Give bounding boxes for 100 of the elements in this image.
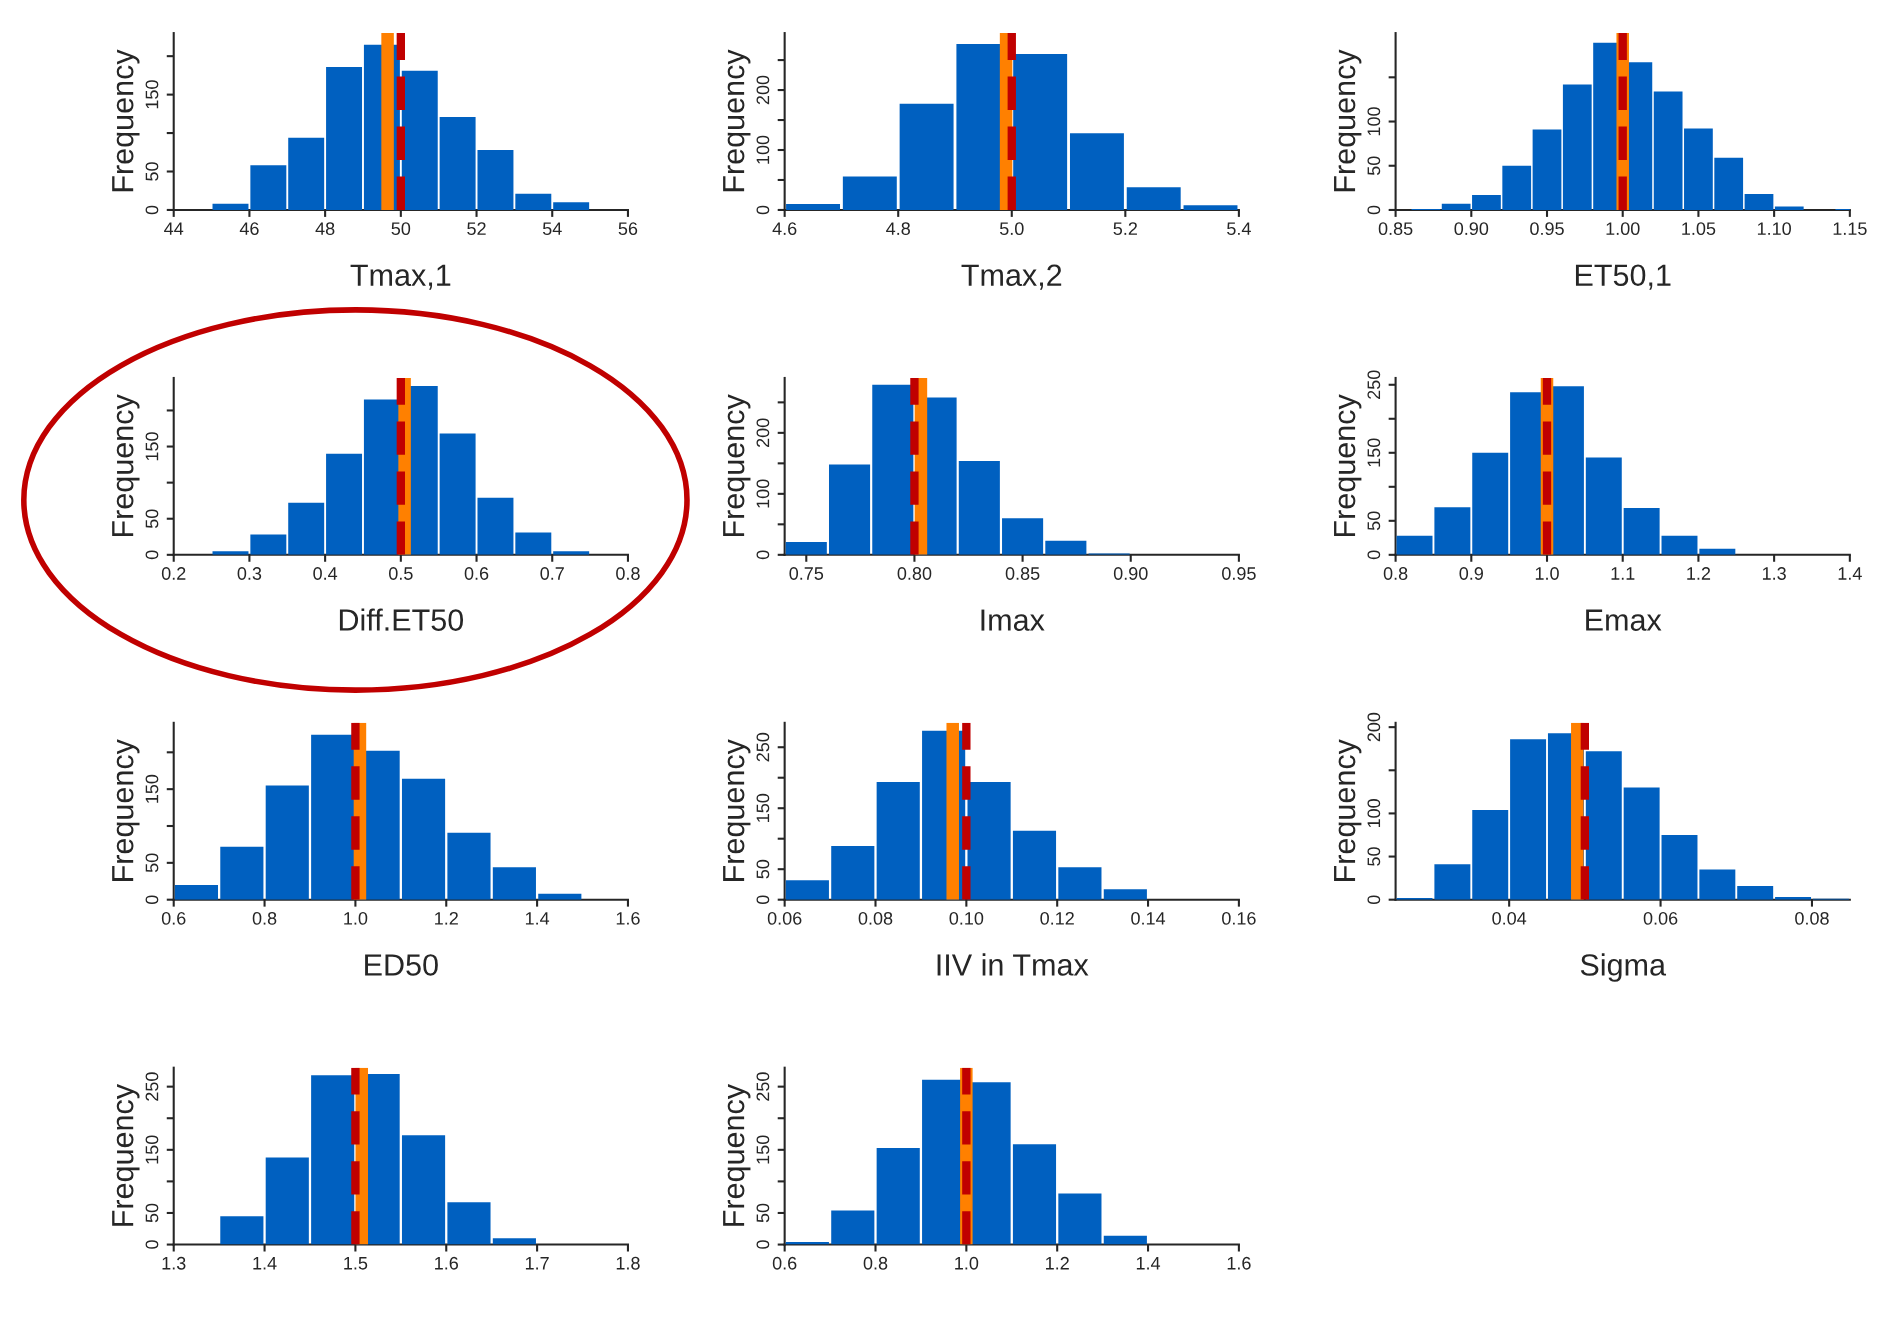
x-tick-label: 1.3 xyxy=(1762,567,1786,580)
x-tick-label: 1.6 xyxy=(1227,1256,1251,1270)
y-axis-title: Frequency xyxy=(112,394,140,537)
y-tick-label: 200 xyxy=(756,75,770,105)
x-tick-label: 0.06 xyxy=(767,911,802,925)
x-tick-label: 0.85 xyxy=(1005,567,1040,580)
x-tick-label: 0.5 xyxy=(388,567,413,580)
y-tick-label: 200 xyxy=(1367,712,1381,742)
x-tick-label: 0.85 xyxy=(1378,222,1413,236)
x-tick-label: 1.4 xyxy=(1838,567,1862,580)
y-tick-label: 50 xyxy=(756,1203,770,1223)
x-tick-label: 48 xyxy=(315,222,335,236)
y-axis-title: Frequency xyxy=(723,739,751,881)
y-tick-label: 100 xyxy=(1367,107,1381,136)
x-axis-title: IIV in Tmax xyxy=(937,953,1089,976)
x-tick-label: 0.6 xyxy=(161,911,186,925)
y-tick-label: 0 xyxy=(145,1240,159,1249)
x-tick-label: 0.75 xyxy=(789,567,824,580)
x-tick-label: 1.2 xyxy=(1687,567,1711,580)
x-tick-label: 0.16 xyxy=(1222,911,1256,925)
x-tick-label: 50 xyxy=(391,222,411,236)
x-tick-label: 1.6 xyxy=(616,911,640,925)
y-tick-label: 150 xyxy=(145,80,159,109)
y-tick-label: 100 xyxy=(1367,799,1381,828)
y-axis-title: Frequency xyxy=(112,1084,140,1226)
x-tick-label: 5.0 xyxy=(999,222,1024,236)
y-axis-title: Frequency xyxy=(1334,739,1362,881)
x-tick-label: 1.6 xyxy=(435,1256,459,1270)
y-tick-label: 250 xyxy=(756,732,770,762)
x-tick-label: 0.08 xyxy=(858,911,893,925)
y-tick-label: 150 xyxy=(756,1135,770,1164)
x-tick-label: 1.4 xyxy=(253,1257,277,1270)
y-tick-label: 50 xyxy=(1367,511,1381,531)
x-tick-label: 0.95 xyxy=(1530,222,1564,236)
x-tick-label: 1.05 xyxy=(1682,222,1716,236)
x-tick-label: 1.10 xyxy=(1757,222,1791,236)
x-tick-label: 0.8 xyxy=(252,911,277,925)
y-axis-title: Frequency xyxy=(723,49,751,192)
x-tick-label: 1.7 xyxy=(525,1257,549,1270)
x-axis-title: Sigma xyxy=(1580,953,1667,982)
x-tick-label: 4.8 xyxy=(886,222,910,236)
x-axis-title: ET50,1 xyxy=(1575,264,1671,290)
y-tick-label: 250 xyxy=(756,1072,770,1101)
x-tick-label: 0.80 xyxy=(897,567,932,580)
y-tick-label: 0 xyxy=(1367,205,1381,215)
y-tick-label: 0 xyxy=(756,895,770,905)
y-tick-label: 0 xyxy=(756,1240,770,1249)
x-tick-label: 1.2 xyxy=(435,911,458,925)
x-tick-label: 0.9 xyxy=(1459,567,1483,580)
x-tick-label: 0.3 xyxy=(237,567,262,580)
x-axis-title: Tmax,2 xyxy=(961,264,1062,290)
x-tick-label: 0.7 xyxy=(540,567,564,580)
y-axis-title: Frequency xyxy=(723,394,751,537)
x-tick-label: 0.90 xyxy=(1454,222,1489,236)
x-axis-title: Emax xyxy=(1586,609,1662,631)
x-tick-label: 0.14 xyxy=(1131,911,1166,925)
x-tick-label: 1.4 xyxy=(525,912,550,925)
x-tick-label: 1.4 xyxy=(1136,1257,1161,1270)
x-axis-title: Imax xyxy=(981,609,1045,631)
x-tick-label: 5.4 xyxy=(1227,222,1251,236)
x-tick-label: 1.2 xyxy=(1046,1256,1069,1270)
x-tick-label: 0.8 xyxy=(863,1256,888,1270)
y-tick-label: 0 xyxy=(1367,550,1381,560)
x-tick-label: 0.8 xyxy=(616,567,640,580)
y-tick-label: 250 xyxy=(145,1072,159,1101)
x-tick-label: 0.6 xyxy=(464,567,489,580)
y-tick-label: 150 xyxy=(145,1135,159,1164)
y-axis-title: Frequency xyxy=(112,49,140,192)
x-tick-label: 0.08 xyxy=(1795,911,1829,925)
x-tick-label: 0.12 xyxy=(1040,911,1074,925)
x-tick-label: 0.8 xyxy=(1383,567,1408,580)
y-axis-title: Frequency xyxy=(1334,394,1362,537)
x-tick-label: 46 xyxy=(239,222,259,236)
y-tick-label: 0 xyxy=(145,205,159,215)
x-axis-title: Diff.ET50 xyxy=(339,608,464,631)
x-tick-label: 0.95 xyxy=(1222,567,1256,580)
y-tick-label: 50 xyxy=(145,1203,159,1223)
y-tick-label: 50 xyxy=(756,859,770,879)
x-tick-label: 0.04 xyxy=(1492,911,1527,925)
y-tick-label: 0 xyxy=(1367,895,1381,905)
y-axis-title: Frequency xyxy=(112,739,140,881)
x-tick-label: 1.0 xyxy=(344,911,368,925)
y-tick-label: 250 xyxy=(1367,370,1381,399)
x-tick-label: 1.5 xyxy=(344,1257,368,1270)
x-axis-title: ED50 xyxy=(365,954,438,976)
y-tick-label: 150 xyxy=(1367,438,1381,467)
x-tick-label: 1.0 xyxy=(1535,567,1559,580)
x-tick-label: 52 xyxy=(467,222,486,236)
x-tick-label: 1.15 xyxy=(1833,222,1867,236)
x-tick-label: 1.3 xyxy=(162,1256,186,1270)
y-tick-label: 150 xyxy=(756,793,770,822)
y-tick-label: 50 xyxy=(1367,156,1381,176)
y-tick-label: 100 xyxy=(756,135,770,164)
y-tick-label: 50 xyxy=(145,509,159,529)
y-tick-label: 150 xyxy=(145,432,159,461)
x-tick-label: 0.06 xyxy=(1643,911,1678,925)
x-tick-label: 4.6 xyxy=(772,222,797,236)
x-tick-label: 0.4 xyxy=(313,567,338,580)
x-tick-label: 1.8 xyxy=(616,1256,640,1270)
x-tick-label: 0.10 xyxy=(949,911,984,925)
